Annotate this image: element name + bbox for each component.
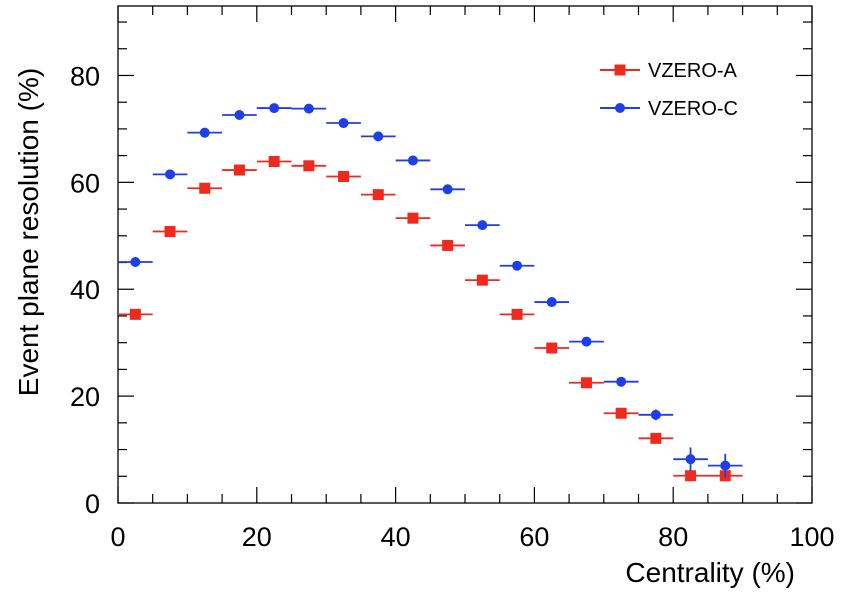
data-point xyxy=(373,131,384,142)
x-tick-label: 100 xyxy=(789,522,834,552)
x-tick-label: 40 xyxy=(381,522,411,552)
data-point xyxy=(477,220,488,231)
data-point xyxy=(581,336,592,347)
data-point xyxy=(685,454,696,465)
x-tick-label: 60 xyxy=(519,522,549,552)
data-point xyxy=(338,170,350,182)
y-axis-title: Event plane resolution (%) xyxy=(13,68,44,396)
legend-label: VZERO-C xyxy=(648,98,738,120)
data-point xyxy=(511,308,523,320)
data-point xyxy=(303,160,315,172)
series-vzero-c xyxy=(118,103,743,478)
y-tick-label: 20 xyxy=(70,382,100,412)
legend-entry-vzero-a: VZERO-A xyxy=(600,60,738,82)
data-point xyxy=(685,470,697,482)
x-tick-label: 0 xyxy=(110,522,125,552)
data-point xyxy=(268,156,280,168)
y-tick-label: 60 xyxy=(70,168,100,198)
data-point xyxy=(476,274,488,286)
data-point xyxy=(372,189,384,201)
y-tick-label: 40 xyxy=(70,275,100,305)
data-point xyxy=(407,155,418,166)
data-point xyxy=(234,110,245,121)
x-axis-title: Centrality (%) xyxy=(625,557,795,588)
data-point xyxy=(303,103,314,114)
legend-label: VZERO-A xyxy=(648,60,738,82)
data-point xyxy=(650,409,661,420)
data-point xyxy=(546,297,557,308)
data-point xyxy=(165,169,176,180)
y-tick-label: 80 xyxy=(70,61,100,91)
data-point xyxy=(130,256,141,267)
legend-marker xyxy=(615,103,625,113)
axes: 0 20 40 60 80 100 0 20 40 60 80 xyxy=(70,5,835,552)
data-point xyxy=(164,226,176,238)
x-tick-label: 80 xyxy=(658,522,688,552)
data-point xyxy=(129,308,141,320)
legend-entry-vzero-c: VZERO-C xyxy=(600,98,738,120)
data-point xyxy=(407,212,419,224)
legend-marker xyxy=(614,64,626,76)
data-point xyxy=(338,118,349,129)
data-series xyxy=(118,103,743,482)
data-point xyxy=(615,407,627,419)
data-point xyxy=(512,260,523,271)
data-point xyxy=(650,432,662,444)
data-point xyxy=(199,182,211,194)
data-point xyxy=(269,103,280,114)
data-point xyxy=(546,342,558,354)
data-point xyxy=(442,184,453,195)
data-point xyxy=(616,376,627,387)
legend: VZERO-A VZERO-C xyxy=(600,60,738,120)
y-tick-label: 0 xyxy=(85,489,100,519)
data-point xyxy=(720,460,731,471)
data-point xyxy=(199,127,210,138)
data-point xyxy=(233,164,245,176)
x-tick-label: 20 xyxy=(242,522,272,552)
series-vzero-a xyxy=(118,156,743,482)
data-point xyxy=(442,239,454,251)
data-point xyxy=(580,377,592,389)
